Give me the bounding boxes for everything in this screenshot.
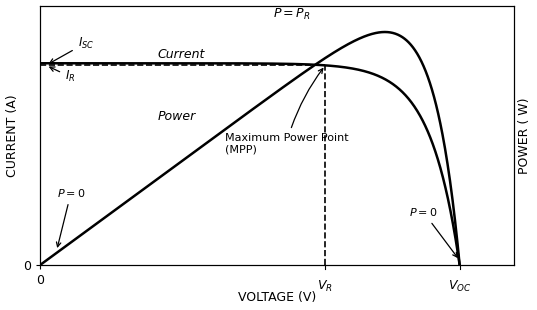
- Text: $P = 0$: $P = 0$: [409, 206, 457, 257]
- Text: $I_{SC}$: $I_{SC}$: [50, 35, 94, 63]
- Text: $V_{OC}$: $V_{OC}$: [448, 278, 471, 294]
- Text: $I_R$: $I_R$: [50, 67, 75, 84]
- Text: Current: Current: [157, 48, 205, 61]
- Text: $P = P_R$: $P = P_R$: [273, 7, 310, 22]
- Text: Power: Power: [157, 110, 195, 123]
- Text: $P = 0$: $P = 0$: [56, 187, 85, 247]
- Text: $V_R$: $V_R$: [317, 278, 333, 294]
- X-axis label: VOLTAGE (V): VOLTAGE (V): [238, 291, 316, 304]
- Y-axis label: CURRENT (A): CURRENT (A): [5, 94, 19, 177]
- Y-axis label: POWER ( W): POWER ( W): [518, 97, 532, 174]
- Text: Maximum Power Point
(MPP): Maximum Power Point (MPP): [224, 69, 348, 155]
